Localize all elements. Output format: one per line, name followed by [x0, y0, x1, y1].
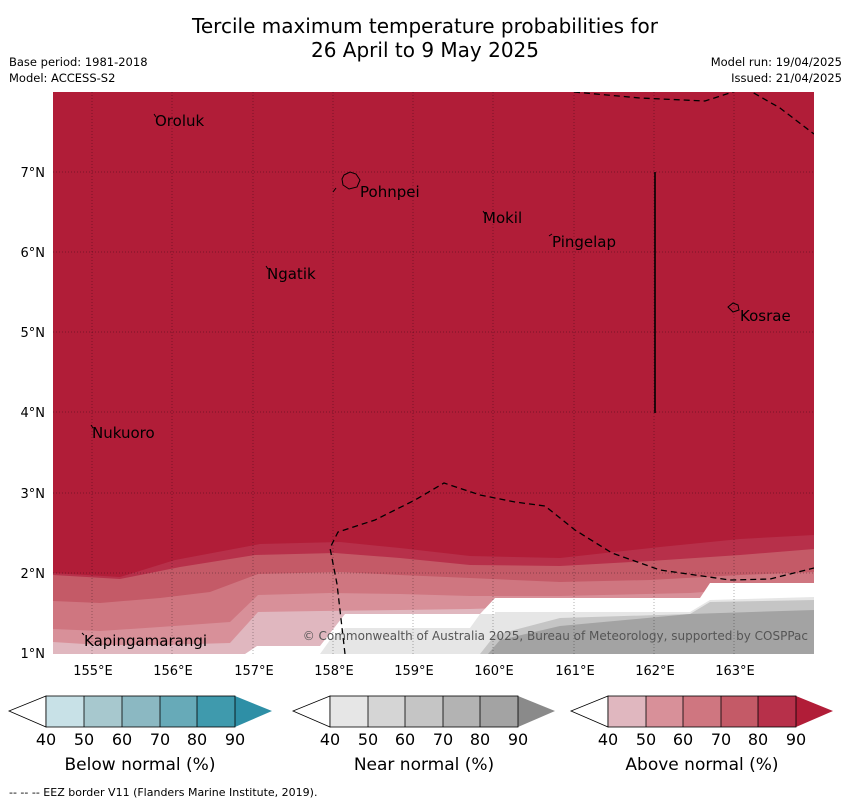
lon-label: 160°E [474, 664, 514, 679]
colorbar-swatch [235, 696, 272, 727]
colorbar-near-normal [291, 695, 555, 728]
colorbar-swatch [443, 696, 480, 727]
lat-label: 6°N [21, 246, 46, 261]
eez-borders [329, 92, 814, 654]
place-label-ngatik: Ngatik [267, 265, 316, 283]
colorbar-swatch [480, 696, 518, 727]
cbar-tick: 70 [433, 730, 453, 749]
colorbar-swatch [608, 696, 646, 727]
place-label-pohnpei: Pohnpei [360, 183, 420, 201]
map-title-line1: Tercile maximum temperature probabilitie… [192, 14, 658, 38]
place-label-oroluk: Oroluk [155, 112, 204, 130]
cbar-tick: 70 [150, 730, 170, 749]
lon-label: 157°E [234, 664, 274, 679]
pohnpei-island-icon [341, 171, 361, 190]
colorbar-label-below: Below normal (%) [64, 755, 216, 775]
lat-label: 7°N [21, 166, 46, 181]
kosrae-island-icon [727, 302, 740, 313]
cbar-tick: 90 [225, 730, 245, 749]
place-label-nukuoro: Nukuoro [92, 424, 155, 442]
cbar-tick: 80 [748, 730, 768, 749]
lon-label: 161°E [555, 664, 595, 679]
colorbar-above-normal [569, 695, 833, 728]
lat-label: 2°N [21, 567, 46, 582]
pohnpei-islet-icon [332, 187, 337, 193]
colorbar-swatch [197, 696, 235, 727]
atoll-markers [81, 113, 553, 636]
colorbar-swatch [721, 696, 758, 727]
lat-label: 4°N [21, 406, 46, 421]
lat-label: 3°N [21, 487, 46, 502]
cbar-tick: 80 [187, 730, 207, 749]
cbar-tick: 70 [711, 730, 731, 749]
colorbar-swatch [46, 696, 84, 727]
base-period: Base period: 1981-2018 [9, 55, 148, 69]
colorbar-label-above: Above normal (%) [625, 755, 779, 775]
cbar-tick: 60 [395, 730, 415, 749]
lon-label: 158°E [314, 664, 354, 679]
lat-label: 1°N [21, 647, 46, 662]
cbar-tick: 50 [358, 730, 378, 749]
lon-label: 163°E [715, 664, 755, 679]
place-label-pingelap: Pingelap [552, 233, 616, 251]
cbar-tick: 60 [112, 730, 132, 749]
colorbar-swatch [646, 696, 683, 727]
colorbar-swatch [160, 696, 197, 727]
cbar-tick: 50 [74, 730, 94, 749]
lat-label: 5°N [21, 326, 46, 341]
cbar-tick: 50 [636, 730, 656, 749]
colorbar-swatch [405, 696, 443, 727]
cbar-tick: 40 [320, 730, 340, 749]
lon-label: 159°E [394, 664, 434, 679]
map-title-line2: 26 April to 9 May 2025 [311, 38, 539, 62]
cbar-tick: 80 [470, 730, 490, 749]
model-run: Model run: 19/04/2025 [710, 55, 842, 69]
cbar-tick: 40 [36, 730, 56, 749]
model-name: Model: ACCESS-S2 [9, 71, 116, 85]
colorbar-swatch [758, 696, 796, 727]
colorbar-swatch [330, 696, 368, 727]
gridlines [53, 92, 814, 654]
lon-label: 162°E [635, 664, 675, 679]
map-plot-area: Oroluk Pohnpei Mokil Pingelap Ngatik Kos… [53, 92, 814, 654]
copyright-notice: © Commonwealth of Australia 2025, Bureau… [303, 629, 808, 643]
colorbar-swatch [122, 696, 160, 727]
eez-footnote: -- -- -- EEZ border V11 (Flanders Marine… [9, 786, 318, 799]
cbar-tick: 90 [786, 730, 806, 749]
near-normal-60 [488, 610, 814, 654]
colorbar-swatch [796, 696, 833, 727]
cbar-tick: 90 [508, 730, 528, 749]
cbar-tick: 40 [598, 730, 618, 749]
issued-date: Issued: 21/04/2025 [731, 71, 842, 85]
place-label-kosrae: Kosrae [740, 307, 791, 325]
colorbar-label-near: Near normal (%) [353, 755, 495, 775]
place-label-mokil: Mokil [483, 209, 522, 227]
colorbar-below-normal [7, 695, 272, 728]
lon-label: 156°E [153, 664, 193, 679]
colorbar-swatch [84, 696, 122, 727]
colorbar-swatch [368, 696, 405, 727]
lon-label: 155°E [73, 664, 113, 679]
cbar-tick: 60 [673, 730, 693, 749]
place-label-kapingamarangi: Kapingamarangi [84, 632, 207, 650]
colorbar-swatch [683, 696, 721, 727]
colorbar-swatch [518, 696, 555, 727]
